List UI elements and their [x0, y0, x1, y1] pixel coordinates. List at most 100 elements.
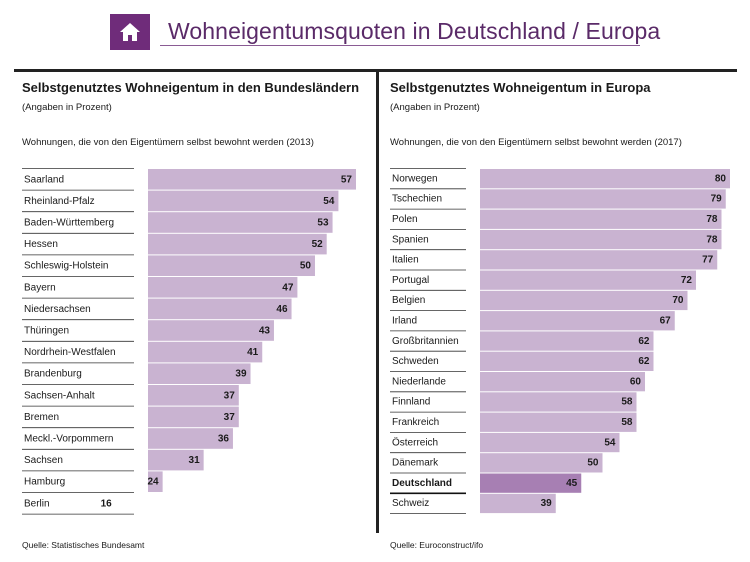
bar-finnland: [480, 392, 637, 412]
category-label: Sachsen-Anhalt: [24, 390, 95, 401]
value-label: 78: [706, 214, 718, 225]
category-label: Spanien: [392, 234, 429, 245]
chart-title: Selbstgenutztes Wohneigentum in den Bund…: [22, 80, 360, 95]
category-label: Italien: [392, 255, 419, 266]
value-label: 39: [541, 498, 553, 509]
home-icon: [110, 14, 150, 50]
value-label: 77: [702, 255, 714, 266]
bar-niederlande: [480, 372, 645, 392]
bar-hessen: [148, 233, 327, 255]
bar-deutschland: [480, 473, 582, 493]
value-label: 60: [630, 376, 642, 387]
category-label: Thüringen: [24, 325, 69, 336]
value-label: 57: [341, 174, 353, 185]
category-label: Bayern: [24, 282, 56, 293]
chart-bundeslaender: Saarland 57 Rheinland-Pfalz 54 Baden-Württem…: [22, 168, 356, 515]
value-label: 31: [189, 455, 201, 466]
category-label: Rheinland-Pfalz: [24, 196, 95, 207]
bar-großbritannien: [480, 331, 654, 351]
value-label: 80: [715, 173, 727, 184]
value-label: 62: [638, 336, 650, 347]
bar-italien: [480, 250, 718, 270]
value-label: 67: [660, 315, 672, 326]
value-label: 37: [224, 390, 236, 401]
category-label: Belgien: [392, 295, 425, 306]
bar-polen: [480, 209, 722, 229]
category-label: Meckl.-Vorpommern: [24, 433, 113, 444]
value-label: 58: [621, 397, 633, 408]
category-label: Großbritannien: [392, 336, 459, 347]
category-label: Finnland: [392, 397, 430, 408]
value-label: 39: [235, 369, 247, 380]
chart-subtitle: (Angaben in Prozent): [390, 102, 480, 113]
bar-sachsen-anhalt: [148, 385, 239, 406]
title-divider: [160, 45, 640, 46]
panel-europa: Selbstgenutztes Wohneigentum in Europa (…: [390, 78, 730, 148]
category-label: Saarland: [24, 174, 64, 185]
page-title: Wohneigentumsquoten in Deutschland / Eur…: [168, 18, 661, 44]
value-label: 62: [638, 356, 650, 367]
category-label: Deutschland: [392, 478, 452, 489]
bar-portugal: [480, 270, 696, 290]
value-label: 36: [218, 433, 230, 444]
bar-spanien: [480, 229, 722, 250]
chart-europa: Norwegen 80 Tschechien 79 Polen 78 Spanien 78 It…: [390, 168, 730, 515]
category-label: Schweiz: [392, 498, 429, 509]
bar-hamburg: [148, 471, 163, 492]
value-label: 50: [587, 458, 599, 469]
category-label: Tschechien: [392, 194, 442, 205]
bar-meckl-vorpommern: [148, 428, 233, 449]
bar-saarland: [148, 169, 356, 190]
value-label: 72: [681, 275, 693, 286]
bar-nordrhein-westfalen: [148, 341, 263, 363]
value-label: 58: [621, 417, 633, 428]
chart-subtitle: (Angaben in Prozent): [22, 102, 112, 113]
category-label: Bremen: [24, 412, 59, 423]
bar-bremen: [148, 406, 239, 428]
bar-tschechien: [480, 189, 726, 209]
bar-baden-württemberg: [148, 212, 333, 233]
panel-bundeslaender: Selbstgenutztes Wohneigentum in den Bund…: [22, 78, 362, 148]
category-label: Hessen: [24, 239, 58, 250]
bar-thüringen: [148, 320, 274, 341]
bar-österreich: [480, 432, 620, 453]
category-label: Schweden: [392, 356, 439, 367]
category-label: Portugal: [392, 275, 429, 286]
value-label: 78: [706, 234, 718, 245]
category-label: Berlin: [24, 498, 50, 509]
value-label: 70: [672, 295, 684, 306]
value-label: 52: [312, 239, 324, 250]
category-label: Polen: [392, 214, 418, 225]
bar-rheinland-pfalz: [148, 190, 339, 212]
value-label: 54: [323, 196, 335, 207]
bar-sachsen: [148, 449, 204, 471]
category-label: Österreich: [392, 436, 438, 448]
panel-divider: [376, 69, 379, 533]
bar-irland: [480, 311, 675, 331]
category-label: Norwegen: [392, 173, 438, 184]
value-label: 43: [259, 325, 271, 336]
bar-frankreich: [480, 412, 637, 432]
source-europa: Quelle: Euroconstruct/ifo: [390, 540, 484, 550]
bar-schleswig-holstein: [148, 255, 315, 276]
panel-top-rule: [14, 69, 737, 72]
category-label: Schleswig-Holstein: [24, 261, 108, 272]
bar-niedersachsen: [148, 298, 292, 320]
category-label: Hamburg: [24, 477, 65, 488]
category-label: Baden-Württemberg: [24, 217, 114, 228]
bar-norwegen: [480, 169, 730, 189]
source-bundeslaender: Quelle: Statistisches Bundesamt: [22, 540, 145, 550]
category-label: Sachsen: [24, 455, 63, 466]
value-label: 45: [566, 478, 578, 489]
value-label: 24: [148, 477, 160, 488]
value-label: 41: [247, 347, 259, 358]
chart-description: Wohnungen, die von den Eigentümern selbs…: [22, 137, 314, 148]
value-label: 46: [276, 304, 288, 315]
category-label: Nordrhein-Westfalen: [24, 347, 116, 358]
category-label: Frankreich: [392, 417, 439, 428]
category-label: Brandenburg: [24, 369, 82, 380]
category-label: Dänemark: [392, 458, 439, 469]
category-label: Irland: [392, 315, 417, 326]
chart-description: Wohnungen, die von den Eigentümern selbs…: [390, 137, 682, 148]
bar-brandenburg: [148, 363, 251, 384]
